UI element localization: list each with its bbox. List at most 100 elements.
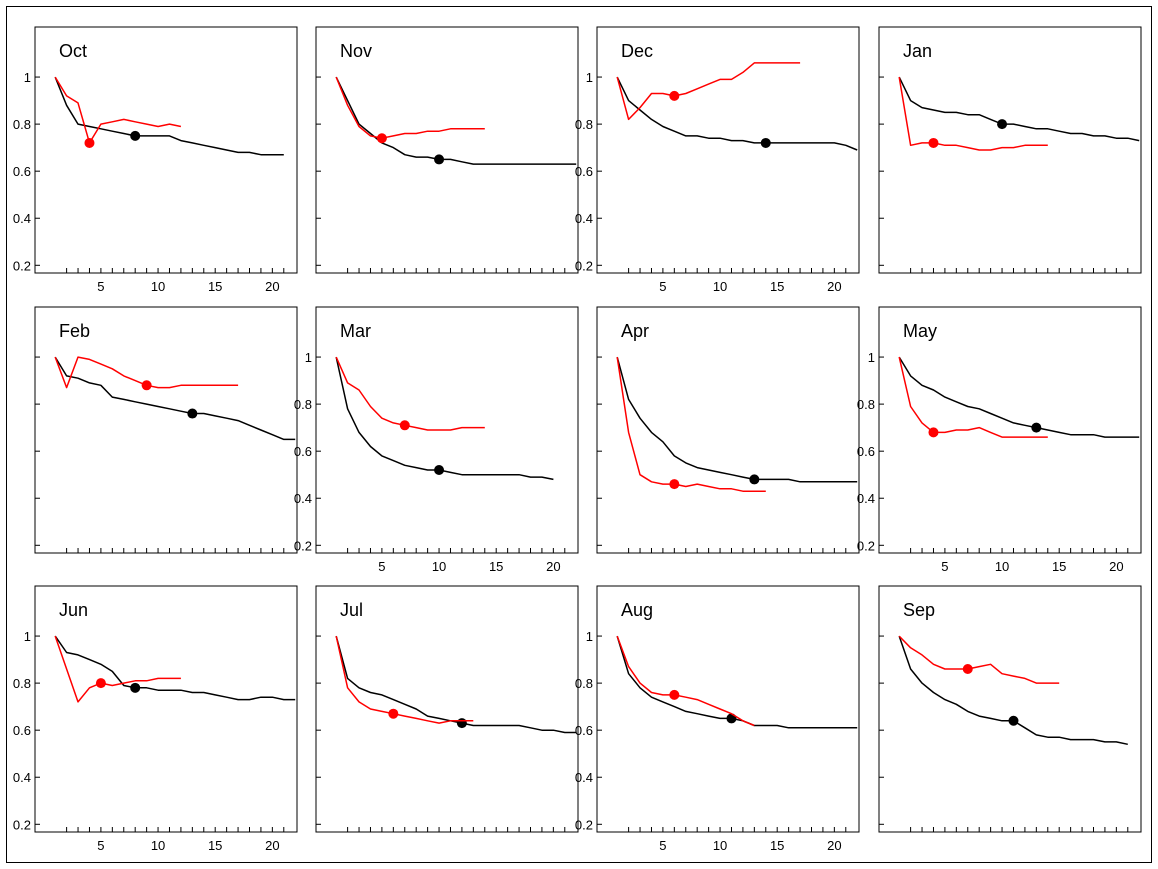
y-tick-label: 0.8 <box>13 676 31 691</box>
black-series-line <box>54 356 296 441</box>
panel-box <box>34 585 298 833</box>
y-tick-label: 0.2 <box>575 258 593 273</box>
x-tick-label: 5 <box>941 559 948 574</box>
y-tick-label: 0.8 <box>575 676 593 691</box>
red-series-marker <box>669 90 680 101</box>
black-series-marker <box>749 474 760 485</box>
y-tick-label: 0.4 <box>857 491 875 506</box>
red-series-marker <box>928 137 939 148</box>
black-series-line <box>335 635 577 734</box>
x-tick-label: 20 <box>265 838 279 853</box>
x-tick-label: 10 <box>995 559 1009 574</box>
x-tick-label: 5 <box>659 279 666 294</box>
x-tick-label: 20 <box>827 279 841 294</box>
panel-title: Dec <box>621 41 653 61</box>
panel-title: Jun <box>59 600 88 620</box>
panel-box <box>34 26 298 274</box>
figure-frame <box>6 6 1152 863</box>
black-series-marker <box>1008 715 1019 726</box>
panel-title: May <box>903 321 937 341</box>
black-series-marker <box>760 137 771 148</box>
black-series-marker <box>187 408 198 419</box>
y-tick-label: 0.2 <box>575 817 593 832</box>
red-series-marker <box>962 664 973 674</box>
x-tick-label: 15 <box>770 279 784 294</box>
panel-box <box>596 26 860 274</box>
panel-title: Oct <box>59 41 87 61</box>
panel-apr: Apr <box>596 306 860 554</box>
red-series-line <box>898 635 1060 684</box>
x-tick-label: 5 <box>659 838 666 853</box>
x-tick-label: 15 <box>208 279 222 294</box>
black-series-marker <box>456 718 467 729</box>
black-series-line <box>616 356 858 483</box>
red-series-line <box>898 76 1048 151</box>
x-tick-label: 20 <box>827 838 841 853</box>
y-tick-label: 0.4 <box>13 211 31 226</box>
x-tick-label: 5 <box>97 838 104 853</box>
y-tick-label: 1 <box>586 629 593 644</box>
red-series-marker <box>399 420 410 431</box>
y-tick-label: 0.6 <box>13 723 31 738</box>
red-series-line <box>616 356 766 492</box>
black-series-line <box>616 76 858 151</box>
x-tick-label: 5 <box>97 279 104 294</box>
y-tick-label: 0.2 <box>13 258 31 273</box>
y-tick-label: 0.2 <box>13 817 31 832</box>
red-series-line <box>335 76 485 139</box>
y-tick-label: 0.6 <box>575 723 593 738</box>
red-series-line <box>616 62 801 121</box>
y-tick-label: 0.8 <box>575 117 593 132</box>
panel-box <box>315 585 579 833</box>
y-tick-label: 1 <box>305 350 312 365</box>
y-tick-label: 0.4 <box>575 770 593 785</box>
y-tick-label: 0.6 <box>13 164 31 179</box>
x-tick-label: 10 <box>713 279 727 294</box>
panel-title: Apr <box>621 321 649 341</box>
black-series-marker <box>997 119 1008 130</box>
x-tick-label: 15 <box>770 838 784 853</box>
black-series-line <box>335 76 577 165</box>
red-series-marker <box>84 137 95 148</box>
y-tick-label: 0.8 <box>857 397 875 412</box>
y-tick-label: 1 <box>24 629 31 644</box>
black-series-marker <box>434 154 445 165</box>
panel-box <box>34 306 298 554</box>
red-series-line <box>616 635 755 727</box>
y-tick-label: 0.2 <box>857 538 875 553</box>
black-series-line <box>616 635 858 729</box>
red-series-marker <box>95 678 106 689</box>
panel-title: Sep <box>903 600 935 620</box>
panel-box <box>596 306 860 554</box>
black-series-marker <box>726 713 737 724</box>
y-tick-label: 1 <box>586 70 593 85</box>
red-series-line <box>335 356 485 431</box>
red-series-line <box>54 635 181 703</box>
panel-title: Feb <box>59 321 90 341</box>
black-series-line <box>898 76 1140 142</box>
black-series-line <box>54 635 296 701</box>
panel-title: Mar <box>340 321 371 341</box>
y-tick-label: 0.6 <box>575 164 593 179</box>
x-tick-label: 15 <box>489 559 503 574</box>
panel-title: Jan <box>903 41 932 61</box>
panel-box <box>315 26 579 274</box>
x-tick-label: 15 <box>1052 559 1066 574</box>
y-tick-label: 0.4 <box>575 211 593 226</box>
x-tick-label: 20 <box>1109 559 1123 574</box>
panel-nov: Nov <box>315 26 579 274</box>
panel-box <box>315 306 579 554</box>
red-series-line <box>898 356 1048 438</box>
black-series-line <box>335 356 554 481</box>
x-tick-label: 5 <box>378 559 385 574</box>
x-tick-label: 15 <box>208 838 222 853</box>
black-series-line <box>54 76 284 156</box>
red-series-marker <box>376 133 387 144</box>
black-series-marker <box>1031 422 1042 433</box>
panel-title: Nov <box>340 41 372 61</box>
